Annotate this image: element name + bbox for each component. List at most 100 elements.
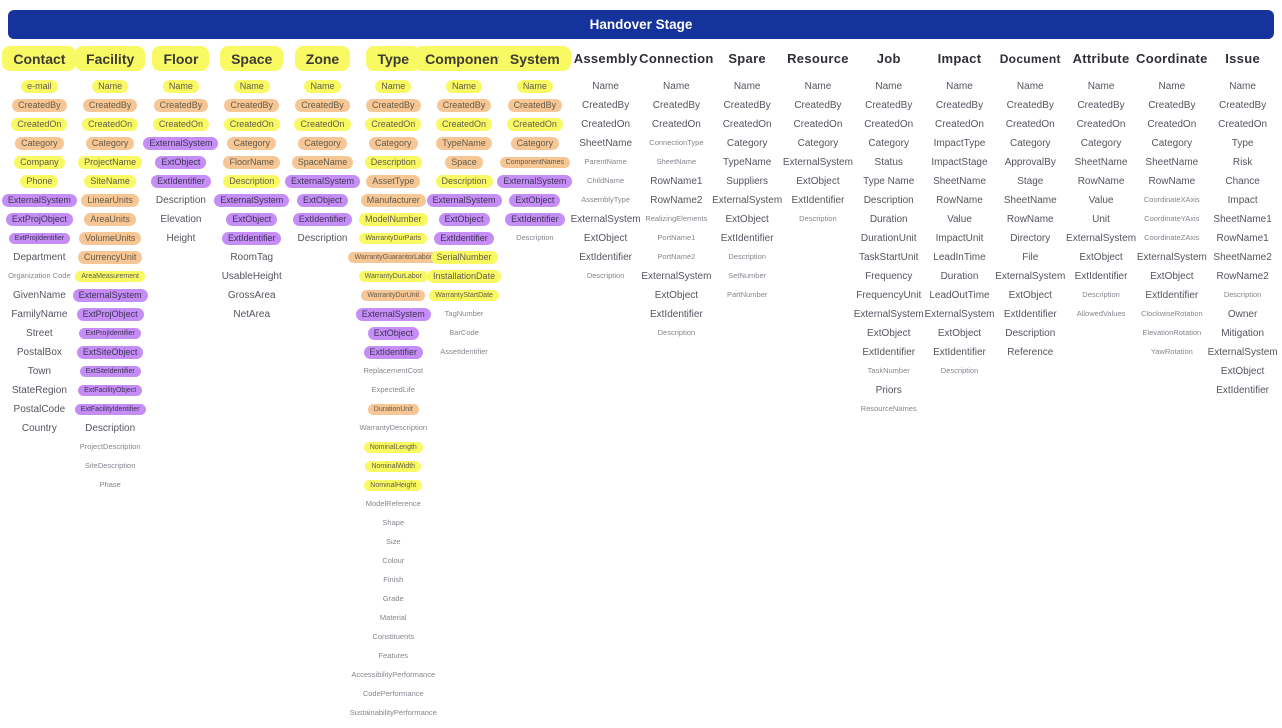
field-row: WarrantyDurLabor [358, 267, 428, 286]
field-row: ModelReference [366, 495, 421, 514]
field-type: Type [1231, 138, 1254, 149]
field-sheetname: SheetName [1145, 157, 1199, 168]
column-header-coordinate: Coordinate [1136, 51, 1208, 66]
field-phone: Phone [20, 174, 59, 189]
field-row: ExtObject [509, 191, 561, 210]
column-header-spare: Spare [728, 51, 766, 66]
column-header-component: Component [414, 46, 514, 71]
field-createdby: CreatedBy [12, 98, 67, 113]
field-suppliers: Suppliers [726, 176, 768, 187]
field-extidentifier: ExtIdentifier [1216, 385, 1270, 396]
field-manufacturer: Manufacturer [360, 193, 426, 208]
field-accessibilityperformance: AccessibilityPerformance [351, 670, 436, 680]
field-mitigation: Mitigation [1221, 328, 1265, 339]
field-sitedescription: SiteDescription [84, 461, 136, 471]
field-row: TaskStartUnit [859, 248, 918, 267]
field-row: Status [875, 153, 903, 172]
field-row: ExtObject [796, 172, 839, 191]
field-name: Name [946, 81, 973, 92]
field-row: CreatedBy [507, 96, 563, 115]
field-chance: Chance [1225, 176, 1260, 187]
field-row: SiteName [84, 172, 136, 191]
field-row: Type Name [863, 172, 914, 191]
field-row: SpaceName [291, 153, 354, 172]
field-row: Space [445, 153, 483, 172]
field-row: Category [369, 134, 418, 153]
field-extidentifier: ExtIdentifier [862, 347, 916, 358]
field-category: Category [15, 136, 64, 151]
field-resourcenames: ResourceNames [860, 404, 917, 414]
field-category: Category [726, 138, 768, 149]
field-row: ExtIdentifier [721, 229, 774, 248]
field-createdby: CreatedBy [224, 98, 279, 113]
field-row: CreatedOn [152, 115, 209, 134]
field-row: Height [166, 229, 195, 248]
field-row: RowName [1078, 172, 1125, 191]
field-row: ExternalSystem [1, 191, 77, 210]
field-externalsystem: ExternalSystem [1136, 252, 1207, 263]
field-durationunit: DurationUnit [860, 233, 917, 244]
field-row: Name [162, 77, 199, 96]
field-row: TaskNumber [868, 362, 910, 381]
field-row: SheetName [933, 172, 986, 191]
column-zone: Zone Name CreatedBy CreatedOn Category SpaceN… [284, 46, 361, 723]
field-createdon: CreatedOn [864, 119, 914, 130]
field-createdon: CreatedOn [223, 117, 280, 132]
field-row: RowName1 [1216, 229, 1268, 248]
field-directory: Directory [1010, 233, 1051, 244]
field-row: ExtProjIdentifier [79, 324, 141, 343]
field-row: ExternalSystem [497, 172, 573, 191]
field-description: Description [940, 366, 979, 376]
field-row: Duration [941, 267, 979, 286]
field-externalsystem: ExternalSystem [284, 174, 361, 189]
stage-banner[interactable]: Handover Stage [8, 10, 1274, 39]
field-row: Colour [382, 552, 404, 571]
field-name: Name [592, 81, 619, 92]
field-floorname: FloorName [223, 155, 280, 170]
field-createdon: CreatedOn [82, 117, 139, 132]
field-row: ExtObject [296, 191, 348, 210]
field-row: ExternalSystem [426, 191, 502, 210]
field-extidentifier: ExtIdentifier [1003, 309, 1057, 320]
field-row: ExtObject [226, 210, 278, 229]
column-floor: Floor Name CreatedBy CreatedOn ExternalSyste… [143, 46, 219, 723]
field-sitename: SiteName [84, 174, 136, 189]
field-description: Description [516, 233, 554, 243]
field-createdon: CreatedOn [11, 117, 68, 132]
field-row: Name [1229, 77, 1256, 96]
column-space: Space Name CreatedBy CreatedOn Category Floor… [214, 46, 290, 723]
field-extobject: ExtObject [1150, 271, 1194, 282]
field-coordinatezaxis: CoordinateZAxis [1144, 233, 1200, 243]
field-extobject: ExtObject [796, 176, 840, 187]
column-header-zone: Zone [294, 46, 351, 71]
field-extfacilityobject: ExtFacilityObject [78, 384, 143, 397]
field-row: CreatedBy [1077, 96, 1124, 115]
field-extobject: ExtObject [1008, 290, 1052, 301]
field-row: Constituents [372, 628, 414, 647]
field-row: WarrantyDurUnit [361, 286, 426, 305]
field-assettype: AssetType [366, 174, 421, 189]
field-row: ExtProjObject [5, 210, 73, 229]
field-row: Reference [1007, 343, 1053, 362]
field-row: ExtIdentifier [1004, 305, 1057, 324]
field-row: TypeName [436, 134, 492, 153]
field-row: ExternalSystem [571, 210, 641, 229]
column-header-connection: Connection [639, 51, 714, 66]
field-extidentifier: ExtIdentifier [1145, 290, 1199, 301]
field-row: ExtObject [155, 153, 207, 172]
column-type: Type Name CreatedBy CreatedOn Category Descri… [348, 46, 439, 723]
field-category: Category [1009, 138, 1051, 149]
field-row: ExtObject [1009, 286, 1052, 305]
field-row: CreatedBy [936, 96, 983, 115]
field-row: AssetType [366, 172, 421, 191]
field-row: ExternalSystem [1066, 229, 1136, 248]
field-row: Department [13, 248, 65, 267]
field-createdon: CreatedOn [935, 119, 984, 130]
field-row: FrequencyUnit [856, 286, 921, 305]
field-row: ExtSiteIdentifier [79, 362, 141, 381]
field-finish: Finish [383, 575, 404, 585]
field-value: Value [947, 214, 972, 225]
field-row: ExtIdentifier [221, 229, 282, 248]
field-externalsystem: ExternalSystem [853, 309, 924, 320]
field-row: CreatedOn [506, 115, 563, 134]
